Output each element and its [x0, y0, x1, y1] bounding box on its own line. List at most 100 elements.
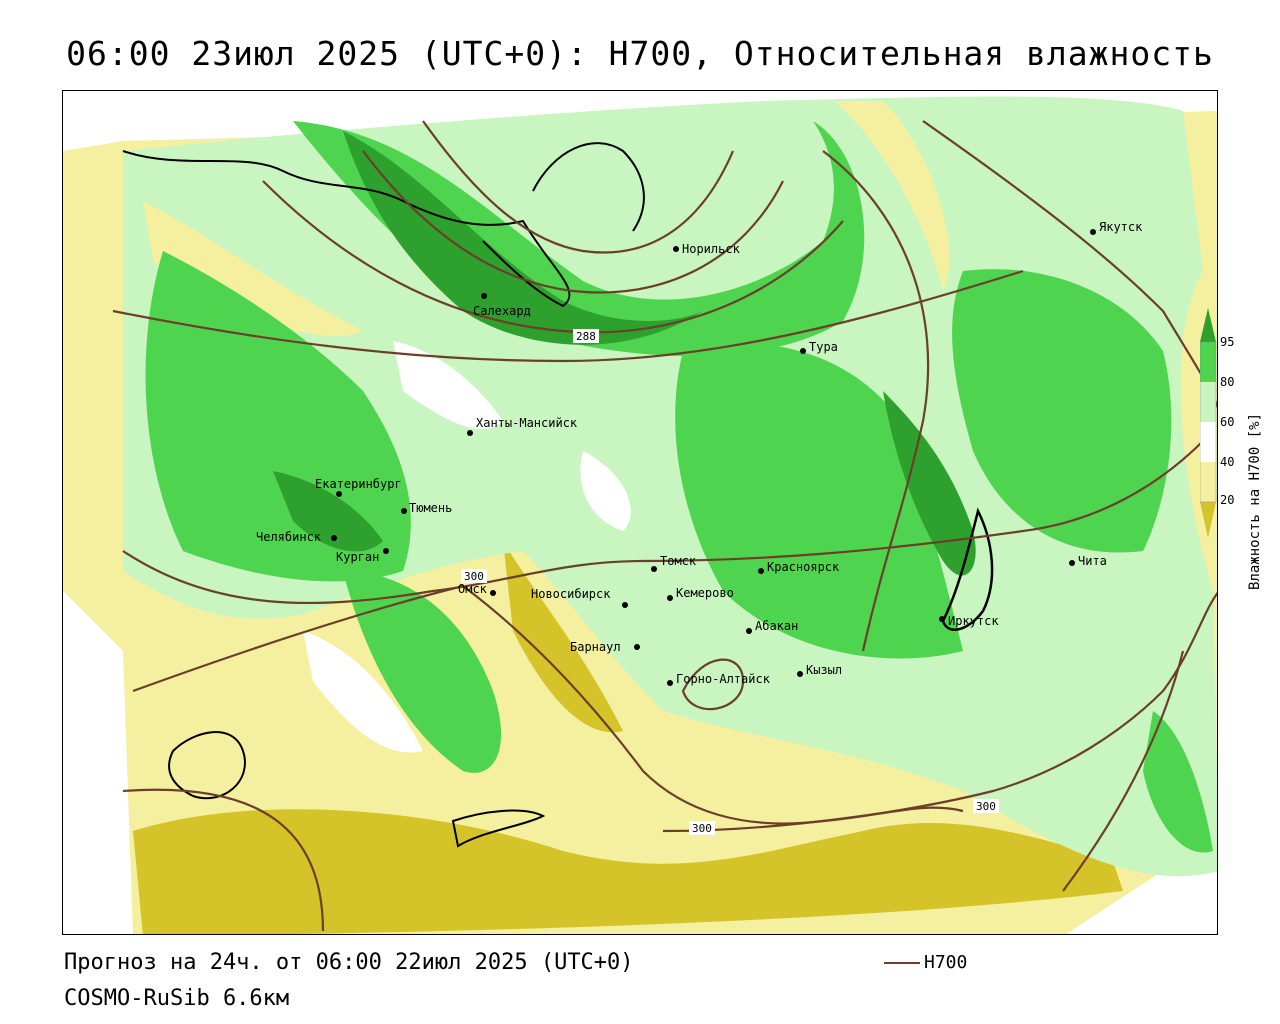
colorbar-segment — [1200, 462, 1216, 502]
colorbar-segment — [1200, 382, 1216, 422]
dry-zone-center — [503, 541, 623, 733]
map-panel: 288 300 300 300 Якутск Норильск Салехард… — [62, 90, 1218, 935]
city-label-novosibirsk: Новосибирск — [531, 587, 611, 601]
isoline-legend-swatch — [884, 961, 920, 964]
h700-isoline — [262, 180, 844, 334]
arctic-coastline — [122, 150, 571, 308]
city-label-kyzyl: Кызыл — [806, 663, 842, 677]
isoline-label-bg — [461, 569, 487, 583]
colorbar-bottom-arrow — [1200, 502, 1216, 538]
moist-zone — [123, 96, 1217, 877]
isoline-label-bg — [573, 329, 599, 343]
h700-isoline — [122, 788, 325, 932]
city-dot — [336, 491, 342, 497]
city-label-omsk: Омск — [458, 582, 488, 596]
dry-band-northeast — [833, 101, 950, 291]
colorbar-title: Влажность на H700 [%] — [1247, 412, 1263, 590]
humidity-colorbar: 95 80 60 40 20 — [1200, 308, 1234, 538]
colorbar-segment — [1200, 422, 1216, 462]
city-dot — [383, 548, 389, 554]
city-dot — [634, 644, 640, 650]
city-label-salekhard: Салехард — [473, 304, 531, 318]
city-label-chelyabinsk: Челябинск — [256, 530, 322, 544]
isoline-labels: 288 300 300 300 — [461, 329, 999, 835]
city-label-tura: Тура — [809, 340, 838, 354]
isoline-label-bg — [689, 821, 715, 835]
wet-zone-urals — [145, 251, 411, 582]
city-label-irkutsk: Иркутск — [948, 614, 999, 628]
h700-isoline — [122, 440, 1204, 605]
h700-isolines — [112, 120, 1217, 932]
isoline-label: 300 — [464, 570, 484, 583]
dry-zone-south — [133, 809, 1123, 934]
city-label-gorno-altaysk: Горно-Алтайск — [676, 672, 771, 686]
h700-isoline — [662, 591, 1217, 833]
city-label-tomsk: Томск — [660, 554, 697, 568]
dry-band-northwest — [143, 201, 363, 337]
h700-isoline — [422, 120, 735, 254]
isoline-label: 300 — [692, 822, 712, 835]
balkhash-lake — [451, 809, 546, 848]
city-dot — [1069, 560, 1075, 566]
very-wet-zone-baikal — [883, 391, 976, 576]
city-dot — [622, 602, 628, 608]
h700-isoline — [1062, 650, 1185, 892]
isoline-label: 300 — [976, 800, 996, 813]
colorbar-tick: 80 — [1220, 375, 1234, 389]
city-dot — [1090, 229, 1096, 235]
domain-edge-left — [63, 591, 133, 934]
caspian-sea-outline — [168, 731, 246, 800]
colorbar-top-arrow — [1200, 308, 1216, 342]
very-wet-zone-ekaterinburg — [273, 471, 383, 552]
city-dot — [746, 628, 752, 634]
wet-zone-east — [1143, 711, 1213, 853]
city-label-yakutsk: Якутск — [1099, 220, 1143, 234]
colorbar-tick: 95 — [1220, 335, 1234, 349]
city-label-ekaterinburg: Екатеринбург — [315, 477, 402, 491]
city-dot — [490, 590, 496, 596]
isoline-legend-label: H700 — [924, 952, 968, 973]
neutral-patch-3 — [303, 631, 423, 753]
city-dot — [667, 595, 673, 601]
humidity-map: 288 300 300 300 Якутск Норильск Салехард… — [63, 91, 1217, 934]
wet-zone-yakutia — [952, 269, 1172, 553]
city-markers: Якутск Норильск Салехард Тура Ханты-Манс… — [256, 220, 1143, 686]
isoline-label-bg — [973, 799, 999, 813]
city-dot — [800, 348, 806, 354]
colorbar-tick: 40 — [1220, 455, 1234, 469]
isoline-label: 288 — [576, 330, 596, 343]
city-label-norilsk: Норильск — [682, 242, 741, 256]
taymyr-coastline — [532, 142, 645, 232]
city-label-khanty-mansiysk: Ханты-Мансийск — [476, 416, 578, 430]
wet-zone-arctic — [293, 121, 865, 356]
city-dot — [797, 671, 803, 677]
city-dot — [939, 616, 945, 622]
model-name: COSMO-RuSib 6.6км — [64, 986, 290, 1011]
city-label-kemerovo: Кемерово — [676, 586, 734, 600]
neutral-patch-1 — [393, 341, 503, 430]
h700-isoline — [112, 269, 1024, 363]
city-dot — [667, 680, 673, 686]
city-dot — [331, 535, 337, 541]
city-label-chita: Чита — [1078, 554, 1107, 568]
city-label-kurgan: Курган — [336, 550, 379, 564]
city-label-krasnoyarsk: Красноярск — [767, 560, 840, 574]
city-dot — [758, 568, 764, 574]
h700-isoline — [362, 150, 784, 294]
city-label-barnaul: Барнаул — [570, 640, 621, 654]
map-title: 06:00 23июл 2025 (UTC+0): H700, Относите… — [66, 34, 1214, 73]
neutral-patch-2 — [580, 451, 631, 531]
city-dot — [481, 293, 487, 299]
colorbar-segment — [1200, 342, 1216, 382]
colorbar-tick: 20 — [1220, 493, 1234, 507]
city-dot — [401, 508, 407, 514]
city-dot — [673, 246, 679, 252]
h700-isoline — [681, 658, 745, 711]
colorbar-border — [1200, 341, 1217, 503]
lake-baikal — [941, 507, 994, 631]
wet-zone-omsk — [343, 571, 502, 773]
colorbar-tick: 60 — [1220, 415, 1234, 429]
h700-isoline — [822, 150, 930, 652]
isoline-legend: H700 — [884, 952, 967, 973]
city-label-abakan: Абакан — [755, 619, 798, 633]
